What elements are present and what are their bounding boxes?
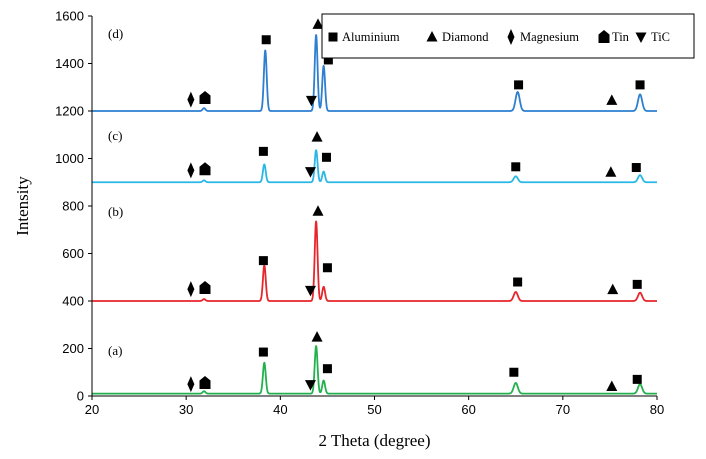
diamond-marker [605, 166, 617, 177]
aluminium-marker [514, 80, 524, 90]
tic-marker [305, 95, 317, 107]
tin-marker [598, 30, 610, 43]
tin-marker [199, 375, 211, 389]
diamond-marker [311, 331, 323, 342]
tin-marker [199, 90, 211, 104]
magnesium-marker [187, 376, 195, 393]
series-line [91, 149, 658, 184]
aluminium-marker [261, 35, 271, 45]
aluminium-marker [632, 279, 642, 289]
x-tick-label: 30 [179, 402, 193, 417]
aluminium-marker [513, 277, 523, 287]
legend-label: Aluminium [342, 30, 400, 44]
magnesium-marker [187, 281, 195, 298]
x-tick-label: 60 [461, 402, 475, 417]
aluminium-marker [328, 32, 338, 42]
series-line [91, 345, 658, 395]
y-tick-label: 400 [62, 294, 84, 309]
series-label: (b) [108, 204, 123, 219]
aluminium-marker [635, 80, 645, 90]
y-tick-label: 1400 [55, 56, 84, 71]
aluminium-marker [258, 256, 268, 266]
y-tick-label: 1600 [55, 9, 84, 24]
tin-marker [199, 162, 211, 176]
series-line [91, 34, 658, 112]
y-tick-label: 200 [62, 341, 84, 356]
tic-marker [304, 167, 316, 178]
aluminium-marker [509, 367, 519, 377]
tin-marker [199, 280, 211, 294]
aluminium-marker [322, 364, 332, 374]
diamond-marker [311, 131, 323, 142]
tic-marker [635, 32, 647, 43]
diamond-marker [312, 18, 324, 29]
series-label: (a) [108, 343, 122, 358]
ticks-group: 20 30 40 50 60 70 8002004006008001000120014001… [55, 9, 664, 418]
diamond-marker [312, 205, 324, 216]
y-tick-label: 1200 [55, 104, 84, 119]
x-tick-label: 20 [85, 402, 99, 417]
aluminium-marker [322, 263, 332, 273]
aluminium-marker [258, 146, 268, 156]
legend-label: Tin [612, 30, 630, 44]
x-tick-label: 80 [650, 402, 664, 417]
y-tick-label: 800 [62, 199, 84, 214]
diamond-marker [426, 31, 438, 42]
series-label: (d) [108, 26, 123, 41]
y-axis-title: Intensity [13, 176, 32, 236]
legend-label: TiC [651, 30, 670, 44]
x-tick-label: 40 [273, 402, 287, 417]
aluminium-marker [321, 152, 331, 162]
aluminium-marker [323, 55, 333, 65]
x-tick-label: 50 [367, 402, 381, 417]
diamond-marker [606, 94, 618, 105]
legend: Aluminium Diamond Magnesium Tin TiC [321, 13, 695, 59]
aluminium-marker [258, 347, 268, 357]
series-line [91, 220, 658, 302]
legend-label: Magnesium [520, 30, 579, 44]
aluminium-marker [511, 162, 521, 172]
aluminium-marker [632, 374, 642, 384]
aluminium-marker [631, 163, 641, 173]
curve-labels-group: (a) (b) (c) (d) [108, 26, 123, 358]
y-tick-label: 1000 [55, 151, 84, 166]
series-label: (c) [108, 128, 122, 143]
magnesium-marker [187, 162, 195, 179]
series-group [91, 34, 658, 395]
diamond-marker [606, 380, 618, 391]
x-tick-label: 70 [556, 402, 570, 417]
axes-group [91, 16, 657, 397]
magnesium-marker [507, 29, 515, 45]
tic-marker [304, 380, 316, 391]
legend-label: Diamond [442, 30, 489, 44]
peak-markers-group [187, 18, 645, 393]
y-tick-label: 600 [62, 246, 84, 261]
magnesium-marker [187, 91, 195, 108]
tic-marker [304, 285, 316, 297]
y-tick-label: 0 [77, 389, 84, 404]
diamond-marker [607, 283, 619, 295]
x-axis-title: 2 Theta (degree) [318, 431, 430, 450]
